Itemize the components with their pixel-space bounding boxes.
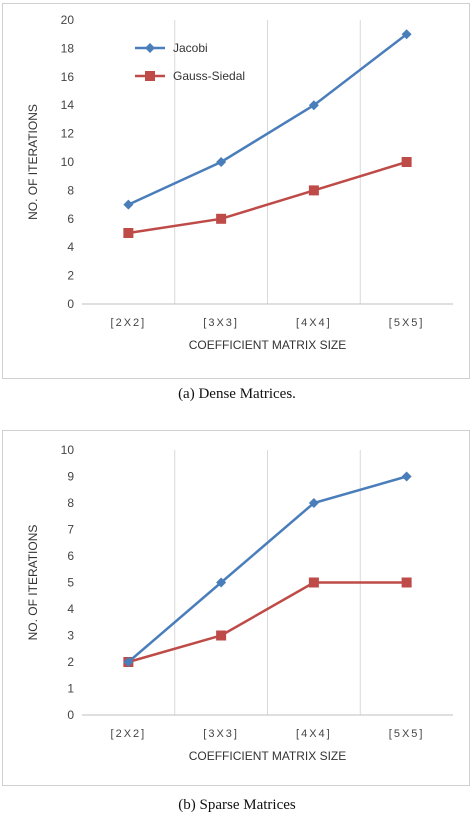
data-point-gauss-siedal (123, 228, 134, 238)
data-point-gauss-siedal (401, 577, 412, 588)
chart-a-frame: 0 2 4 6 8 10 12 14 16 18 20 [2X2] [3X3] [4X4] [5X5] COE… (2, 3, 470, 379)
y-tick-label: 6 (67, 549, 74, 563)
data-point-gauss-siedal (216, 630, 227, 641)
y-tick-label: 20 (61, 13, 75, 27)
y-axis-title: NO. OF ITERATIONS (26, 525, 40, 641)
chart-b: 0 1 2 3 4 5 6 7 8 9 10 [2X2] [3X3] [4X4] [5X5] COEFFICI… (26, 443, 453, 763)
y-tick-label: 4 (67, 602, 74, 616)
y-tick-label: 1 (67, 682, 74, 696)
y-tick-label: 0 (67, 708, 74, 722)
data-point-jacobi (308, 100, 319, 111)
data-point-gauss-siedal (216, 213, 227, 224)
data-point-gauss-siedal (308, 577, 319, 588)
data-point-jacobi (401, 471, 412, 482)
legend-marker-square (145, 71, 155, 81)
data-point-jacobi (123, 199, 134, 210)
data-point-jacobi (216, 157, 227, 167)
legend-marker-diamond (145, 43, 155, 53)
y-tick-label: 5 (67, 576, 74, 590)
y-tick-label: 6 (67, 212, 74, 226)
x-tick-label: [3X3] (203, 728, 239, 740)
chart-a: 0 2 4 6 8 10 12 14 16 18 20 [2X2] [3X3] [4X4] [5X5] COE… (26, 13, 453, 352)
x-tick-label: [4X4] (296, 728, 332, 740)
legend-label: Jacobi (173, 41, 208, 55)
series-line-gauss-siedal (128, 581, 407, 664)
y-tick-label: 10 (61, 443, 75, 457)
x-tick-label: [2X2] (111, 728, 147, 740)
x-tick-label: [3X3] (203, 317, 239, 329)
x-tick-label: [2X2] (111, 317, 147, 329)
data-point-jacobi (308, 498, 319, 508)
x-axis-title: COEFFICIENT MATRIX SIZE (189, 749, 347, 763)
chart-b-frame: 0 1 2 3 4 5 6 7 8 9 10 [2X2] [3X3] [4X4] [5X5] COEFFICI… (2, 430, 470, 786)
data-point-jacobi (401, 29, 412, 40)
y-tick-label: 2 (67, 655, 74, 669)
y-tick-label: 2 (67, 269, 74, 283)
y-tick-label: 14 (61, 98, 75, 112)
series-line-jacobi (127, 33, 408, 206)
x-tick-label: [4X4] (296, 317, 332, 329)
data-point-gauss-siedal (401, 157, 412, 167)
series-line-gauss-siedal (128, 160, 407, 235)
data-point-gauss-siedal (308, 185, 319, 196)
y-tick-label: 18 (61, 41, 75, 55)
y-tick-label: 4 (67, 240, 74, 254)
y-tick-label: 16 (61, 70, 75, 84)
y-tick-label: 9 (67, 470, 74, 484)
y-tick-label: 10 (61, 155, 75, 169)
data-point-jacobi (216, 577, 227, 588)
legend-label: Gauss-Siedal (173, 69, 245, 83)
x-tick-label: [5X5] (389, 728, 425, 740)
caption-b: (b) Sparse Matrices (178, 797, 296, 813)
x-tick-label: [5X5] (389, 317, 425, 329)
caption-a: (a) Dense Matrices. (178, 386, 296, 402)
y-axis-title: NO. OF ITERATIONS (26, 104, 40, 220)
series-line-jacobi (127, 475, 407, 663)
x-axis-title: COEFFICIENT MATRIX SIZE (189, 338, 347, 352)
y-tick-label: 8 (67, 496, 74, 510)
data-point-jacobi (123, 657, 134, 667)
y-tick-label: 0 (67, 297, 74, 311)
y-tick-label: 12 (61, 127, 75, 141)
y-tick-label: 3 (67, 629, 74, 643)
y-tick-label: 8 (67, 183, 74, 197)
y-tick-label: 7 (67, 523, 74, 537)
